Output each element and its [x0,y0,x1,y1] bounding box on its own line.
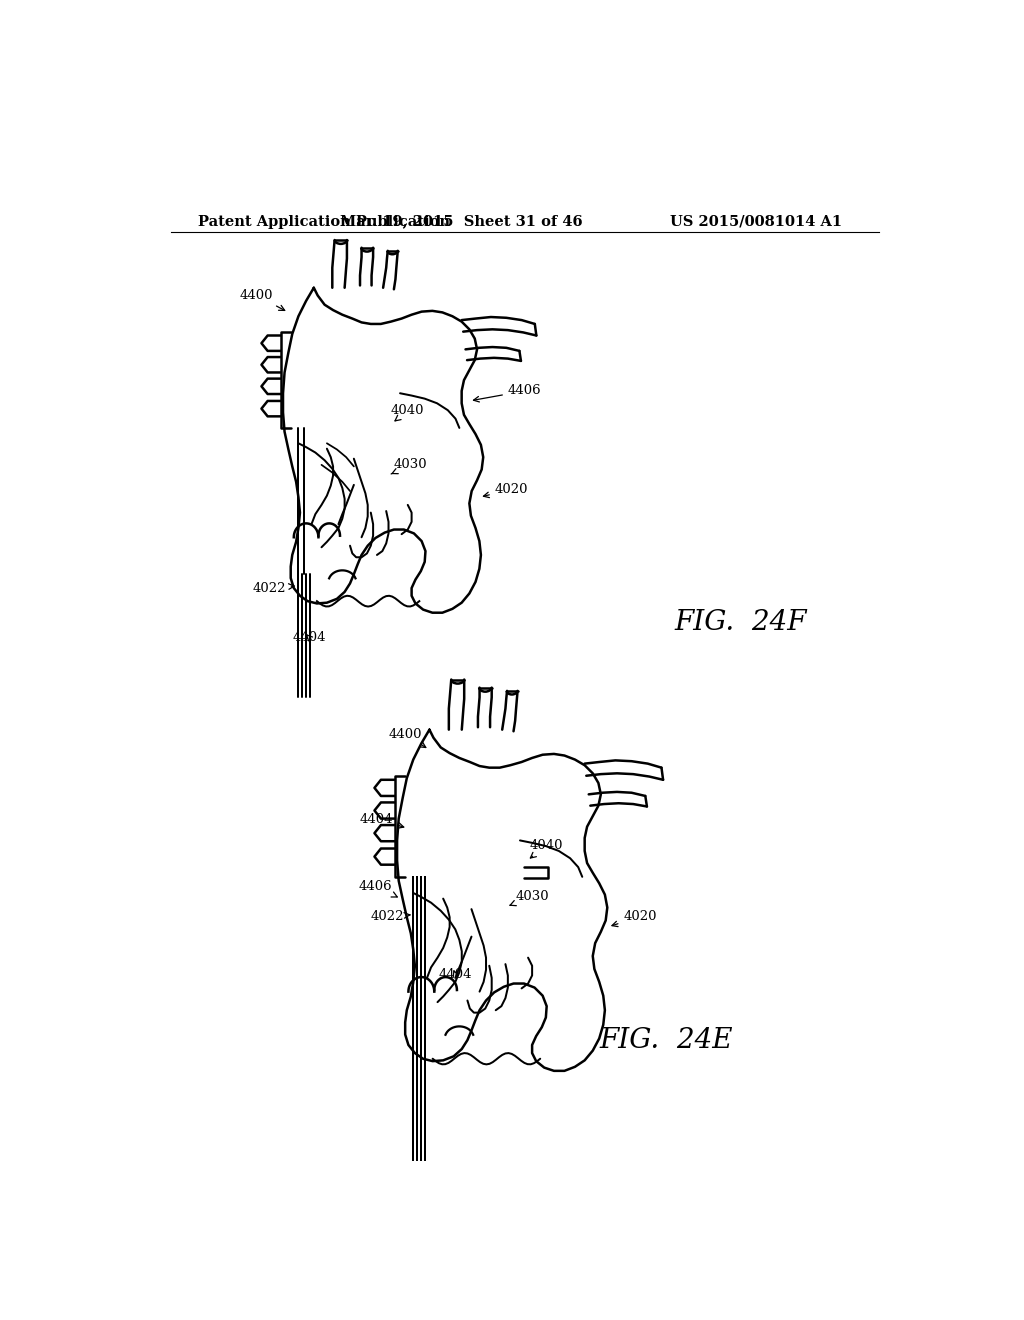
Text: 4406: 4406 [473,384,542,403]
Text: 4022: 4022 [252,582,294,594]
Text: Patent Application Publication: Patent Application Publication [199,215,451,228]
Text: 4030: 4030 [391,458,428,474]
Text: 4020: 4020 [483,483,528,498]
Text: FIG.  24E: FIG. 24E [600,1027,733,1055]
Text: 4406: 4406 [358,879,397,898]
Text: 4404: 4404 [292,631,326,644]
Text: 4400: 4400 [240,289,285,310]
Text: 4030: 4030 [510,890,549,906]
Text: 4404: 4404 [438,968,472,981]
Text: 4020: 4020 [612,911,656,927]
Text: US 2015/0081014 A1: US 2015/0081014 A1 [670,215,842,228]
Text: 4040: 4040 [529,838,563,858]
Text: 4040: 4040 [391,404,424,421]
Text: FIG.  24F: FIG. 24F [675,610,807,636]
Text: Mar. 19, 2015  Sheet 31 of 46: Mar. 19, 2015 Sheet 31 of 46 [340,215,583,228]
Text: 4022: 4022 [371,911,411,924]
Text: 4404: 4404 [360,813,403,828]
Text: 4400: 4400 [388,727,426,747]
